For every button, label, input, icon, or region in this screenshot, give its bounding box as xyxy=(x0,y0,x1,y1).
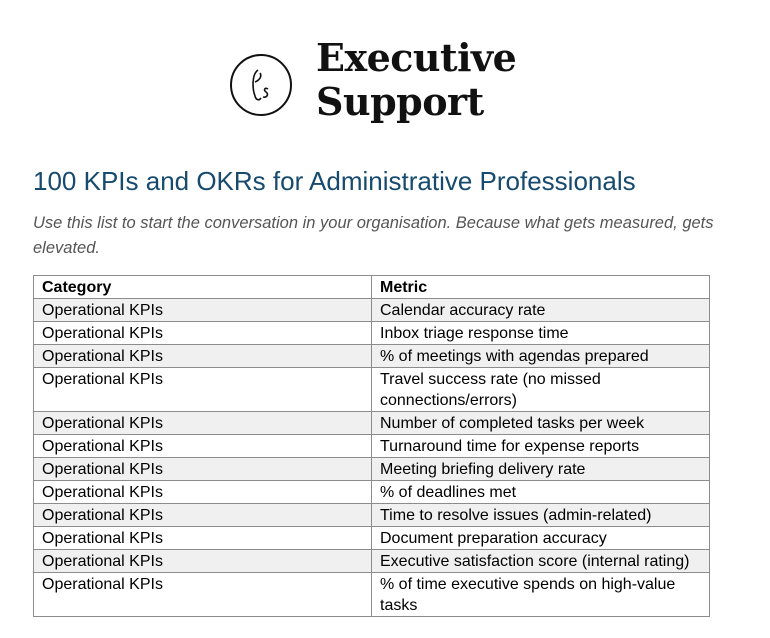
kpi-table: Category Metric Operational KPIs Calenda… xyxy=(33,275,710,617)
column-header-category: Category xyxy=(33,275,372,299)
table-row: Operational KPIs Turnaround time for exp… xyxy=(33,434,710,458)
category-cell: Operational KPIs xyxy=(33,411,372,435)
table-row: Operational KPIs % of meetings with agen… xyxy=(33,344,710,368)
category-cell: Operational KPIs xyxy=(33,526,372,550)
metric-cell: Travel success rate (no missed connectio… xyxy=(371,367,710,412)
metric-cell: % of deadlines met xyxy=(371,480,710,504)
column-header-metric: Metric xyxy=(371,275,710,299)
metric-cell: Number of completed tasks per week xyxy=(371,411,710,435)
category-cell: Operational KPIs xyxy=(33,457,372,481)
category-cell: Operational KPIs xyxy=(33,344,372,368)
logo-line-1: Executive xyxy=(316,35,517,80)
category-cell: Operational KPIs xyxy=(33,321,372,345)
metric-cell: Executive satisfaction score (internal r… xyxy=(371,549,710,573)
intro-text: Use this list to start the conversation … xyxy=(33,214,714,257)
logo-wordmark: Executive Support xyxy=(316,35,517,124)
logo-line-2: Support xyxy=(316,79,484,124)
table-row: Operational KPIs Document preparation ac… xyxy=(33,526,710,550)
metric-cell: Meeting briefing delivery rate xyxy=(371,457,710,481)
table-row: Operational KPIs Travel success rate (no… xyxy=(33,367,710,412)
monogram-icon xyxy=(230,54,292,116)
table-row: Operational KPIs Calendar accuracy rate xyxy=(33,298,710,322)
category-cell: Operational KPIs xyxy=(33,549,372,573)
category-cell: Operational KPIs xyxy=(33,572,372,617)
table-header-row: Category Metric xyxy=(33,275,710,299)
metric-cell: Inbox triage response time xyxy=(371,321,710,345)
executive-support-logo: Executive Support xyxy=(230,36,530,136)
category-cell: Operational KPIs xyxy=(33,298,372,322)
metric-cell: % of time executive spends on high-value… xyxy=(371,572,710,617)
table-row: Operational KPIs Executive satisfaction … xyxy=(33,549,710,573)
table-row: Operational KPIs % of time executive spe… xyxy=(33,572,710,617)
table-row: Operational KPIs Meeting briefing delive… xyxy=(33,457,710,481)
category-cell: Operational KPIs xyxy=(33,503,372,527)
table-row: Operational KPIs % of deadlines met xyxy=(33,480,710,504)
metric-cell: Time to resolve issues (admin-related) xyxy=(371,503,710,527)
table-row: Operational KPIs Number of completed tas… xyxy=(33,411,710,435)
table-row: Operational KPIs Inbox triage response t… xyxy=(33,321,710,345)
category-cell: Operational KPIs xyxy=(33,480,372,504)
metric-cell: % of meetings with agendas prepared xyxy=(371,344,710,368)
metric-cell: Calendar accuracy rate xyxy=(371,298,710,322)
category-cell: Operational KPIs xyxy=(33,434,372,458)
table-row: Operational KPIs Time to resolve issues … xyxy=(33,503,710,527)
metric-cell: Turnaround time for expense reports xyxy=(371,434,710,458)
category-cell: Operational KPIs xyxy=(33,367,372,412)
page-title: 100 KPIs and OKRs for Administrative Pro… xyxy=(33,166,636,196)
metric-cell: Document preparation accuracy xyxy=(371,526,710,550)
